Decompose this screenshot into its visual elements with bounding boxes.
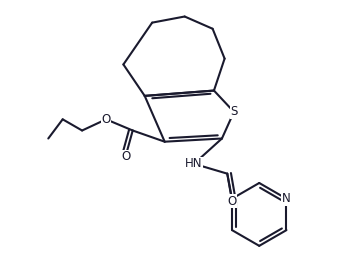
Text: HN: HN: [185, 157, 203, 170]
Text: S: S: [230, 105, 238, 118]
Text: O: O: [102, 113, 111, 126]
Text: O: O: [121, 150, 130, 163]
Text: N: N: [282, 192, 291, 205]
Text: O: O: [228, 194, 237, 207]
